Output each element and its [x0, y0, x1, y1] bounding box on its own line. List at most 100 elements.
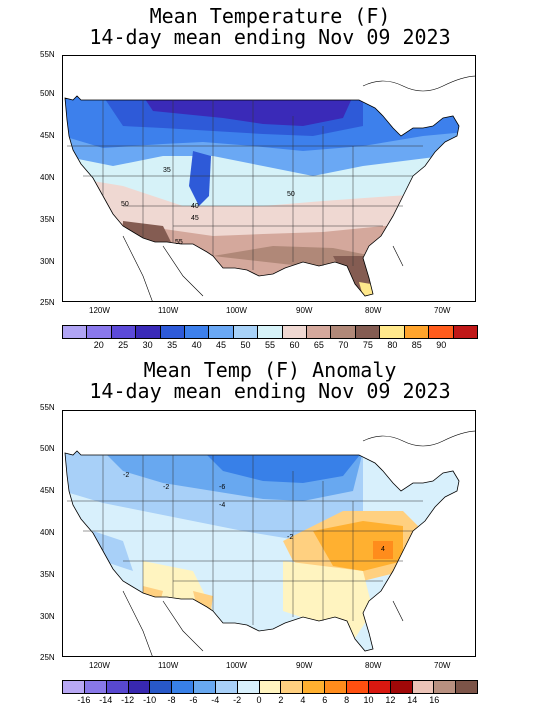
colorbar-swatch — [136, 326, 161, 338]
colorbar-label: 12 — [385, 695, 396, 705]
colorbar-swatch — [106, 681, 129, 693]
colorbar-swatch — [185, 326, 210, 338]
map2-svg: -2 -2 -6 -4 -2 4 — [64, 430, 475, 656]
colorbar-swatch — [194, 681, 216, 693]
colorbar-swatch — [215, 681, 238, 693]
map1-coastlines — [122, 75, 475, 301]
colorbar-label: 14 — [407, 695, 418, 705]
colorbar-swatch — [429, 326, 454, 338]
map2-lat-label: 50N — [40, 444, 55, 453]
colorbar-label: 75 — [362, 340, 373, 350]
colorbar-label: -10 — [143, 695, 157, 705]
colorbar-swatch — [303, 681, 326, 693]
colorbar-label: 30 — [142, 340, 153, 350]
map1-lon-label: 90W — [296, 306, 313, 315]
colorbar-label: 0 — [256, 695, 262, 705]
map1-lon-label: 70W — [434, 306, 451, 315]
colorbar-swatch — [412, 681, 435, 693]
colorbar-swatch — [150, 681, 173, 693]
map2-contour-label: 4 — [381, 546, 385, 553]
colorbar-swatch — [331, 326, 356, 338]
colorbar-label: 85 — [411, 340, 422, 350]
colorbar-label: -14 — [99, 695, 113, 705]
colorbar-swatch — [282, 326, 308, 338]
map2-contour-label: -2 — [287, 534, 293, 541]
map1-lat-label: 25N — [40, 298, 55, 307]
map1-contour-label: 55 — [175, 239, 183, 246]
colorbar-label: 50 — [240, 340, 251, 350]
colorbar-label: 65 — [313, 340, 324, 350]
map2-lon-label: 90W — [296, 661, 313, 670]
map2-lon-label: 120W — [89, 661, 110, 670]
colorbar-label: 80 — [387, 340, 398, 350]
map1-title-line1: Mean Temperature (F) — [149, 4, 391, 28]
colorbar-swatch — [453, 326, 477, 338]
colorbar-swatch — [368, 681, 391, 693]
map1-lat-label: 55N — [40, 50, 55, 59]
map1-us-outline — [64, 95, 460, 297]
colorbar-swatch — [233, 326, 259, 338]
map1-lon-label: 110W — [158, 306, 179, 315]
colorbar-label: 35 — [167, 340, 178, 350]
colorbar-swatch — [209, 326, 234, 338]
map1-lon-label: 80W — [365, 306, 382, 315]
colorbar-swatch — [307, 326, 332, 338]
map1-contour-label: 50 — [121, 201, 129, 208]
colorbar-swatch — [237, 681, 260, 693]
map1-colorbar — [62, 325, 478, 339]
map2-coastlines — [122, 430, 475, 656]
map2-contour-label: -2 — [163, 484, 169, 491]
map2-contour-label: -2 — [123, 472, 129, 479]
map2-state-borders — [67, 455, 423, 625]
colorbar-swatch — [160, 326, 186, 338]
map1-lat-label: 30N — [40, 257, 55, 266]
map2-lat-label: 45N — [40, 486, 55, 495]
map1-lon-label: 120W — [89, 306, 110, 315]
map1-svg: 35 40 45 50 55 50 — [64, 75, 475, 301]
colorbar-swatch — [111, 326, 137, 338]
map2-lat-label: 40N — [40, 528, 55, 537]
colorbar-label: -16 — [77, 695, 91, 705]
colorbar-label: -12 — [121, 695, 135, 705]
colorbar-swatch — [63, 326, 88, 338]
colorbar-swatch — [355, 326, 381, 338]
colorbar-label: 25 — [118, 340, 129, 350]
map1-state-borders — [67, 100, 423, 270]
colorbar-swatch — [325, 681, 347, 693]
colorbar-swatch — [128, 681, 151, 693]
map1-lon-label: 100W — [226, 306, 247, 315]
colorbar-swatch — [281, 681, 304, 693]
map2-lon-label: 80W — [365, 661, 382, 670]
map2-title-line1: Mean Temp (F) Anomaly — [143, 358, 397, 382]
map1-contour-label: 50 — [287, 191, 295, 198]
colorbar-label: 55 — [264, 340, 275, 350]
colorbar-swatch — [390, 681, 413, 693]
colorbar-label: -2 — [233, 695, 242, 705]
map1-lat-label: 45N — [40, 131, 55, 140]
map2-contour-label: -6 — [219, 484, 225, 491]
colorbar-label: 6 — [322, 695, 328, 705]
colorbar-swatch — [404, 326, 430, 338]
colorbar-swatch — [172, 681, 195, 693]
map1-contour-label: 35 — [163, 167, 171, 174]
map2-title-line2: 14-day mean ending Nov 09 2023 — [89, 379, 451, 403]
colorbar-label: -4 — [211, 695, 220, 705]
colorbar-label: 20 — [93, 340, 104, 350]
map1-temperature-field — [65, 96, 459, 296]
colorbar-label: -6 — [189, 695, 198, 705]
map2-lon-label: 100W — [226, 661, 247, 670]
map2-lat-label: 25N — [40, 653, 55, 662]
map2-colorbar — [62, 680, 478, 694]
map1-lat-label: 50N — [40, 89, 55, 98]
map2-panel: -2 -2 -6 -4 -2 4 — [62, 410, 476, 657]
colorbar-label: 90 — [436, 340, 447, 350]
colorbar-label: 45 — [216, 340, 227, 350]
colorbar-swatch — [456, 681, 478, 693]
colorbar-swatch — [87, 326, 112, 338]
colorbar-label: 40 — [191, 340, 202, 350]
map1-contour-label: 40 — [191, 203, 199, 210]
map2-lon-label: 70W — [434, 661, 451, 670]
map1-lat-label: 35N — [40, 215, 55, 224]
colorbar-swatch — [380, 326, 405, 338]
map2-anomaly-field — [65, 451, 459, 651]
